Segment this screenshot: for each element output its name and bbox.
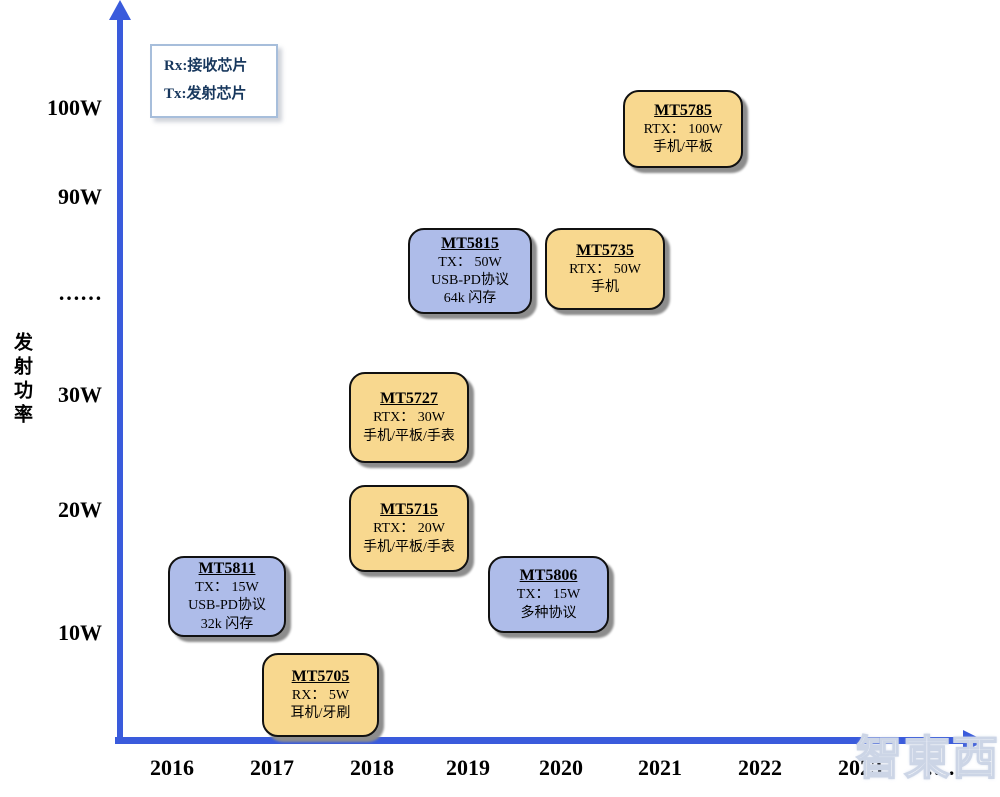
x-tick-2022: 2022 — [738, 755, 782, 780]
chip-spec: TX： 15W — [516, 587, 581, 603]
y-tick-10w: 10W — [58, 620, 102, 645]
chip-box-mt5806: MT5806 TX： 15W 多种协议 — [488, 556, 609, 633]
y-axis-title: 发射功率 — [11, 332, 32, 428]
y-axis-line — [117, 16, 123, 743]
chip-name: MT5811 — [198, 560, 256, 578]
chip-box-mt5811: MT5811 TX： 15W USB-PD协议 32k 闪存 — [168, 556, 286, 637]
legend-box: Rx:接收芯片 Tx:发射芯片 — [150, 44, 278, 118]
legend-rx-label: Rx:接收芯片 — [164, 58, 248, 74]
chip-spec: USB-PD协议 — [431, 272, 509, 288]
chip-name: MT5785 — [654, 101, 712, 119]
x-tick-2018: 2018 — [350, 755, 394, 780]
chip-spec: TX： 15W — [195, 580, 259, 596]
x-tick-2017: 2017 — [250, 755, 294, 780]
chip-box-mt5735: MT5735 RTX： 50W 手机 — [545, 228, 665, 310]
chip-name: MT5715 — [380, 501, 438, 519]
chip-spec: USB-PD协议 — [188, 598, 266, 614]
chip-spec: 手机 — [591, 280, 619, 295]
chip-box-mt5815: MT5815 TX： 50W USB-PD协议 64k 闪存 — [408, 228, 532, 314]
y-tick-30w: 30W — [58, 382, 102, 407]
x-tick-ellipsis: …… — [926, 755, 970, 780]
chip-box-mt5727: MT5727 RTX： 30W 手机/平板/手表 — [349, 372, 469, 463]
chip-spec: 64k 闪存 — [443, 291, 497, 307]
x-tick-2016: 2016 — [150, 755, 194, 780]
chip-spec: 耳机/牙刷 — [290, 706, 351, 721]
chip-spec: RX： 5W — [291, 687, 350, 703]
chip-name: MT5815 — [441, 234, 499, 252]
chip-spec: RTX： 30W — [373, 410, 445, 426]
x-tick-2021: 2021 — [638, 755, 682, 780]
x-tick-2023: 2023 — [838, 755, 882, 780]
y-tick-100w: 100W — [47, 95, 102, 120]
chip-spec: 手机/平板/手表 — [363, 539, 455, 555]
chip-spec: RTX： 20W — [373, 521, 445, 537]
chip-name: MT5806 — [519, 567, 578, 585]
chip-spec: RTX： 50W — [569, 261, 641, 277]
y-tick-20w: 20W — [58, 497, 102, 522]
chip-spec: 32k 闪存 — [200, 616, 254, 632]
chip-name: MT5727 — [380, 390, 438, 408]
y-axis-arrow-icon — [109, 0, 131, 20]
x-axis-arrow-icon — [963, 730, 985, 752]
y-tick-ellipsis: …… — [58, 280, 102, 305]
chip-spec: RTX： 100W — [643, 121, 723, 137]
legend-tx-label: Tx:发射芯片 — [164, 85, 247, 102]
chip-name: MT5705 — [291, 667, 350, 685]
chip-box-mt5705: MT5705 RX： 5W 耳机/牙刷 — [262, 653, 379, 737]
x-tick-2020: 2020 — [539, 755, 583, 780]
chip-spec: 手机/平板 — [653, 140, 713, 155]
chip-spec: 手机/平板/手表 — [363, 428, 455, 444]
x-tick-2019: 2019 — [446, 755, 490, 780]
chip-box-mt5785: MT5785 RTX： 100W 手机/平板 — [623, 90, 743, 168]
chip-spec: TX： 50W — [438, 254, 502, 270]
y-tick-90w: 90W — [58, 184, 102, 209]
chip-name: MT5735 — [576, 241, 634, 259]
chip-spec: 多种协议 — [520, 605, 577, 621]
x-axis-line — [115, 737, 968, 744]
chip-box-mt5715: MT5715 RTX： 20W 手机/平板/手表 — [349, 485, 469, 572]
